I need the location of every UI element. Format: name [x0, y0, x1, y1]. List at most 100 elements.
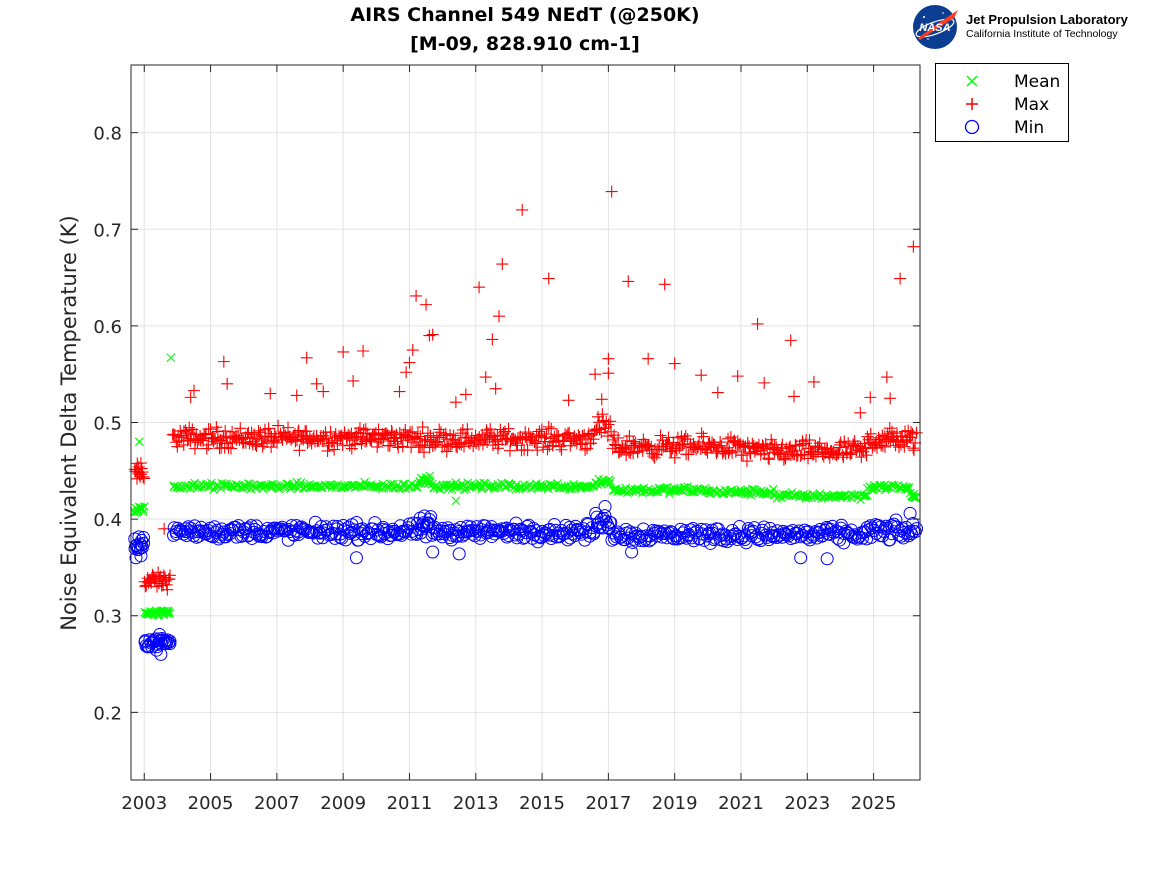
data-point-max: [589, 368, 602, 381]
data-point-max: [317, 385, 330, 398]
grid-lines: [131, 65, 920, 780]
data-point-max: [406, 425, 419, 438]
data-point-min: [162, 636, 176, 650]
data-point-max: [579, 443, 592, 456]
data-point-max: [588, 424, 601, 437]
y-tick-label: 0.7: [93, 220, 122, 241]
data-point-max: [459, 388, 472, 401]
data-point-min: [234, 529, 248, 543]
data-point-min: [441, 521, 455, 535]
data-point-max: [844, 448, 857, 461]
axis-ticks: 2003 2005 2007 2009 2011 2013 2015 2017 2019 2021…: [93, 65, 920, 814]
data-point-max: [602, 352, 615, 365]
data-point-mean: [452, 482, 461, 491]
data-point-max: [905, 426, 918, 439]
data-point-max: [251, 432, 264, 445]
data-point-max: [762, 452, 775, 465]
data-point-max: [668, 357, 681, 370]
data-point-max: [440, 445, 453, 458]
jpl-logo: NASA Jet Propulsion Laboratory Californi…: [912, 4, 1162, 50]
data-point-max: [751, 317, 764, 330]
data-point-min: [699, 523, 713, 537]
data-point-max: [420, 298, 433, 311]
data-point-min: [831, 525, 845, 539]
data-point-min: [245, 531, 259, 545]
data-point-mean: [296, 478, 306, 488]
x-tick-label: 2013: [453, 793, 499, 814]
data-point-max: [731, 370, 744, 383]
data-point-max: [608, 438, 621, 451]
data-point-mean: [276, 483, 286, 493]
data-point-max: [542, 272, 555, 285]
data-point-min: [704, 536, 718, 550]
data-point-max: [516, 203, 529, 216]
data-point-max: [711, 386, 724, 399]
data-point-max: [681, 433, 694, 446]
data-point-max: [336, 439, 349, 452]
data-point-mean: [189, 480, 198, 490]
data-point-max: [137, 470, 150, 483]
data-point-max: [605, 425, 618, 438]
data-point-max: [347, 374, 360, 387]
data-point-max: [529, 437, 542, 450]
data-point-max: [335, 429, 348, 442]
data-point-min: [687, 534, 701, 548]
data-point-min: [136, 531, 150, 545]
data-point-max: [605, 185, 618, 198]
data-point-max: [555, 443, 568, 456]
data-point-min: [841, 526, 855, 540]
data-point-min: [478, 519, 492, 533]
data-point-max: [473, 281, 486, 294]
data-point-max: [479, 371, 492, 384]
data-point-min: [607, 526, 621, 540]
data-point-max: [770, 441, 783, 454]
data-point-min: [426, 545, 440, 559]
data-point-max: [184, 391, 197, 404]
data-point-max: [668, 451, 681, 464]
data-point-max: [136, 466, 149, 479]
data-point-min: [542, 528, 556, 542]
data-point-max: [807, 375, 820, 388]
data-point-mean: [902, 483, 912, 493]
data-point-max: [532, 430, 545, 443]
data-point-mean: [398, 479, 408, 489]
data-point-max: [907, 444, 920, 457]
data-point-max: [417, 446, 430, 459]
data-point-mean: [802, 491, 812, 501]
data-point-max: [855, 451, 868, 464]
data-point-max: [258, 437, 271, 450]
data-point-mean: [338, 481, 348, 491]
data-point-min: [137, 536, 151, 550]
data-point-min: [883, 533, 897, 547]
jpl-name: Jet Propulsion Laboratory: [966, 12, 1128, 27]
data-point-max: [473, 431, 486, 444]
data-point-max: [455, 438, 468, 451]
data-point-min: [625, 545, 639, 559]
data-point-max: [204, 423, 217, 436]
data-point-max: [607, 433, 620, 446]
data-point-min: [154, 647, 168, 661]
data-point-max: [722, 432, 735, 445]
data-point-min: [896, 531, 910, 545]
data-point-mean: [477, 484, 487, 494]
data-point-mean: [143, 608, 152, 618]
data-point-max: [243, 437, 256, 450]
data-point-min: [675, 531, 689, 545]
data-point-min: [135, 533, 149, 547]
data-point-min: [340, 524, 354, 538]
data-point-mean: [504, 480, 514, 490]
data-point-max: [510, 437, 523, 450]
data-point-min: [355, 522, 369, 536]
data-point-max: [217, 355, 230, 368]
nasa-meatball-icon: NASA: [913, 5, 958, 49]
data-point-max: [715, 439, 728, 452]
data-point-max: [909, 436, 922, 449]
data-point-mean: [173, 481, 182, 491]
legend-marker-mean: [966, 75, 978, 87]
data-point-mean: [164, 607, 174, 616]
data-point-min: [794, 551, 808, 565]
data-point-mean: [654, 483, 664, 493]
y-tick-label: 0.2: [93, 703, 122, 724]
legend-label-min: Min: [1014, 118, 1045, 138]
legend-item-max: Max: [936, 93, 1068, 115]
